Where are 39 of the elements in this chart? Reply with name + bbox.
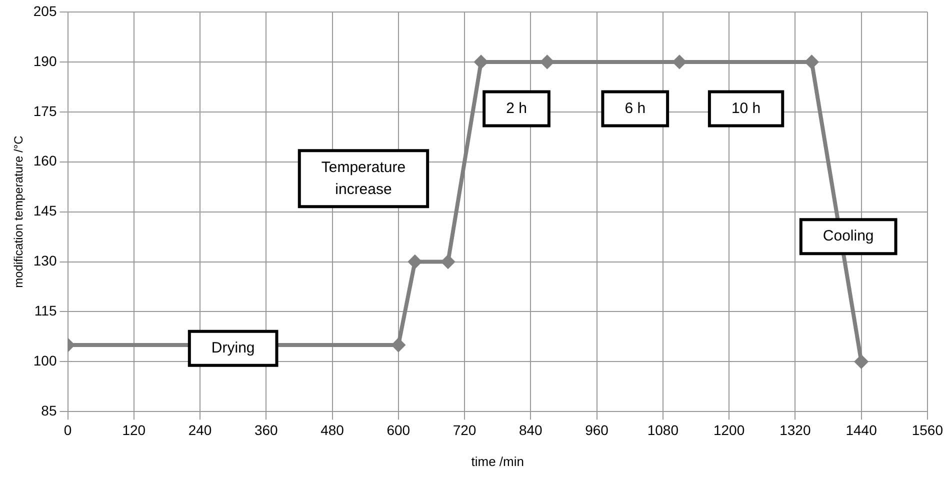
x-tick-label: 1200 — [713, 422, 745, 438]
point — [408, 255, 422, 268]
x-tick-label: 840 — [518, 422, 543, 438]
x-tick-label: 600 — [386, 422, 410, 438]
annotation: Drying — [211, 339, 255, 356]
y-tick-label: 100 — [33, 352, 57, 369]
y-tick-label: 175 — [33, 102, 57, 119]
x-tick-label: 1080 — [647, 422, 679, 438]
x-tick-label: 960 — [585, 422, 609, 438]
annotation: 2 h — [506, 100, 527, 117]
y-tick-label: 145 — [33, 202, 57, 219]
annotation: Temperature increase — [321, 158, 406, 198]
point — [805, 55, 818, 68]
point — [441, 255, 454, 268]
x-tick-label: 1320 — [780, 422, 811, 438]
point — [392, 338, 405, 352]
y-tick-label: 205 — [33, 2, 57, 19]
x-tick-label: 120 — [122, 422, 146, 438]
annotation: 6 h — [624, 100, 646, 117]
point — [854, 355, 868, 368]
y-axis-title: modification temperature /°C — [12, 135, 26, 288]
x-tick-label: 1560 — [912, 422, 944, 438]
x-tick-label: 360 — [254, 422, 278, 438]
x-axis-title: time /min — [471, 454, 524, 469]
point — [474, 55, 488, 68]
y-tick-label: 85 — [41, 402, 57, 418]
x-tick-label: 0 — [64, 422, 72, 438]
y-tick-label: 130 — [33, 252, 57, 269]
x-tick-label: 480 — [320, 422, 344, 438]
x-tick-label: 240 — [188, 422, 212, 438]
x-tick-label: 1440 — [846, 422, 878, 438]
annotation: 10 h — [731, 100, 761, 117]
y-tick-label: 115 — [34, 302, 57, 319]
point — [540, 55, 554, 68]
y-tick-label: 160 — [33, 152, 57, 169]
x-tick-label: 720 — [452, 422, 476, 438]
y-tick-label: 190 — [33, 52, 57, 69]
point — [672, 55, 686, 68]
annotation: Cooling — [822, 228, 874, 245]
